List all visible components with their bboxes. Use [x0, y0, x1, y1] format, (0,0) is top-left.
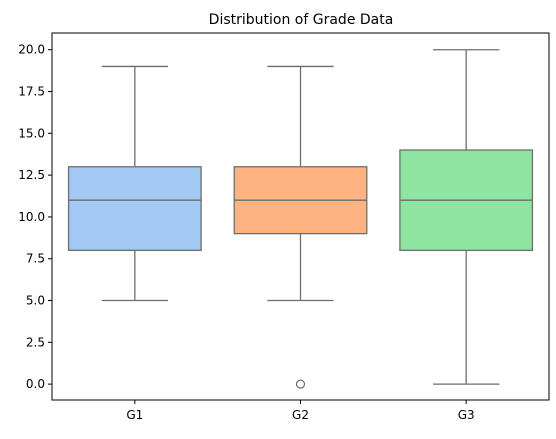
y-tick-label: 20.0: [18, 43, 45, 57]
box-g3: [399, 49, 534, 385]
y-tick-label: 5.0: [26, 294, 45, 308]
x-tick-label: G3: [458, 408, 475, 422]
y-tick-label: 0.0: [26, 377, 45, 391]
x-axis: G1 G2 G3: [126, 400, 475, 422]
y-tick-label: 17.5: [18, 85, 45, 99]
chart-title: Distribution of Grade Data: [209, 12, 394, 28]
y-axis: 0.0 2.5 5.0 7.5 10.0 12.5 15.0 17.5 20.0: [18, 43, 52, 391]
y-tick-label: 10.0: [18, 210, 45, 224]
y-tick-label: 2.5: [26, 335, 45, 349]
box-g2: [233, 65, 368, 389]
y-tick-label: 7.5: [26, 252, 45, 266]
box-g1: [67, 65, 202, 302]
x-tick-label: G2: [292, 408, 309, 422]
y-tick-label: 15.0: [18, 126, 45, 140]
x-tick-label: G1: [126, 408, 143, 422]
box-iqr: [67, 166, 202, 252]
outlier-point: [295, 379, 306, 389]
y-tick-label: 12.5: [18, 168, 45, 182]
